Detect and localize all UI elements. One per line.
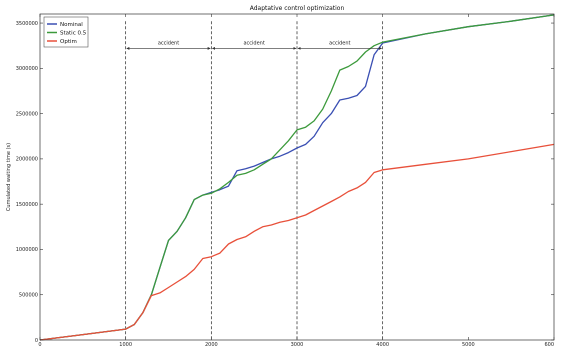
accident-annotations: accident accident accident — [126, 40, 382, 50]
chart-title: Adaptative control optimization — [250, 5, 345, 12]
series-lines — [39, 14, 555, 341]
x-tick-label: 2000 — [205, 342, 218, 348]
x-tick-label: 1000 — [119, 342, 132, 348]
y-tick-label: 2500000 — [16, 111, 38, 117]
accident-label: accident — [329, 40, 350, 46]
series-line-optim — [39, 143, 555, 341]
y-axis-label: Cumulated waiting time (s) — [6, 143, 12, 211]
accident-vlines — [125, 21, 384, 340]
y-tick-label: 3500000 — [16, 21, 38, 27]
legend: Nominal Static 0.5 Optim — [43, 16, 89, 48]
x-tick-label: 0 — [38, 342, 41, 348]
y-tick-label: 2000000 — [16, 157, 38, 163]
legend-label: Static 0.5 — [60, 31, 87, 37]
y-tick-label: 3000000 — [16, 66, 38, 72]
accident-label: accident — [243, 40, 264, 46]
x-tick-label: 3000 — [291, 342, 304, 348]
y-tick-label: 1000000 — [16, 247, 38, 253]
x-tick-label: 600 — [544, 342, 554, 348]
series-line-static-0-5 — [39, 14, 555, 341]
legend-label: Optim — [60, 39, 77, 45]
y-tick-label: 500000 — [19, 293, 38, 299]
y-tick-label: 1500000 — [16, 202, 38, 208]
y-tick-label: 0 — [35, 338, 38, 344]
accident-label: accident — [158, 40, 179, 46]
x-tick-label: 4000 — [376, 342, 389, 348]
x-tick-label: 5000 — [462, 342, 475, 348]
legend-label: Nominal — [60, 22, 83, 28]
axis-ticks: 0 1000 2000 3000 4000 5000 6000500000100000015… — [16, 14, 555, 348]
